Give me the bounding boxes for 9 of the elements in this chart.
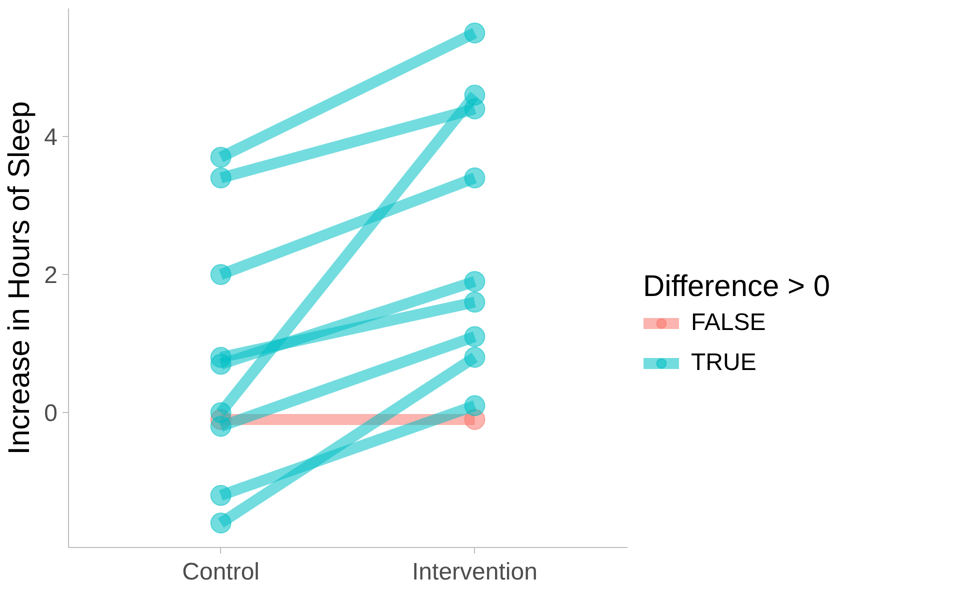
legend-title: Difference > 0	[643, 270, 830, 304]
x-tick-label: Control	[182, 558, 260, 586]
x-tick-label: Intervention	[412, 558, 538, 586]
y-axis-title: Increase in Hours of Sleep	[3, 101, 36, 455]
y-tick-label: 4	[44, 124, 58, 152]
legend-label: TRUE	[691, 349, 756, 377]
y-tick-label: 0	[44, 400, 58, 428]
legend-label: FALSE	[691, 309, 766, 337]
y-tick-label: 2	[44, 262, 58, 290]
